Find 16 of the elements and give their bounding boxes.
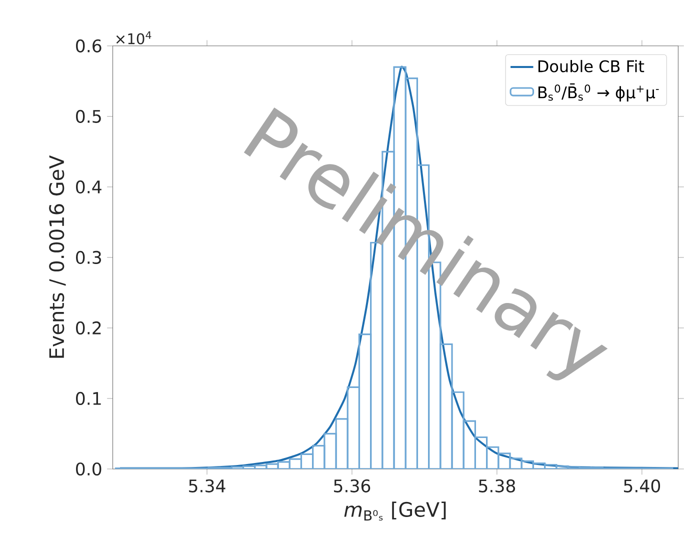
x-tick-label: 5.38 [479, 479, 516, 493]
y-axis-title: Events / 0.0016 GeV [49, 155, 66, 358]
y-tick-label: 0.2 [76, 322, 101, 335]
y-tick-label: 0.6 [76, 39, 102, 53]
x-axis-title: m$_{B⁰ₛ}$ [GeV] [344, 502, 446, 521]
text: ×10$^{4}$ [116, 31, 152, 44]
legend-label: Double CB Fit [538, 60, 644, 72]
y-tick-label: 0.5 [76, 110, 101, 124]
x-tick-label: 5.34 [189, 479, 226, 493]
y-tick-label: 0.1 [76, 392, 101, 406]
y-tick-label: 0.4 [76, 180, 102, 194]
x-tick-label: 5.36 [334, 479, 370, 493]
y-tick-label: 0.3 [76, 251, 101, 264]
x-tick-label: 5.40 [624, 479, 660, 493]
text: B$_{s}$$^{0}$/B̄$_{s}$$^{0}$ → ϕμ$^{+}$μ$^{-}$ [538, 83, 659, 102]
y-tick-label: 0.0 [76, 462, 102, 476]
